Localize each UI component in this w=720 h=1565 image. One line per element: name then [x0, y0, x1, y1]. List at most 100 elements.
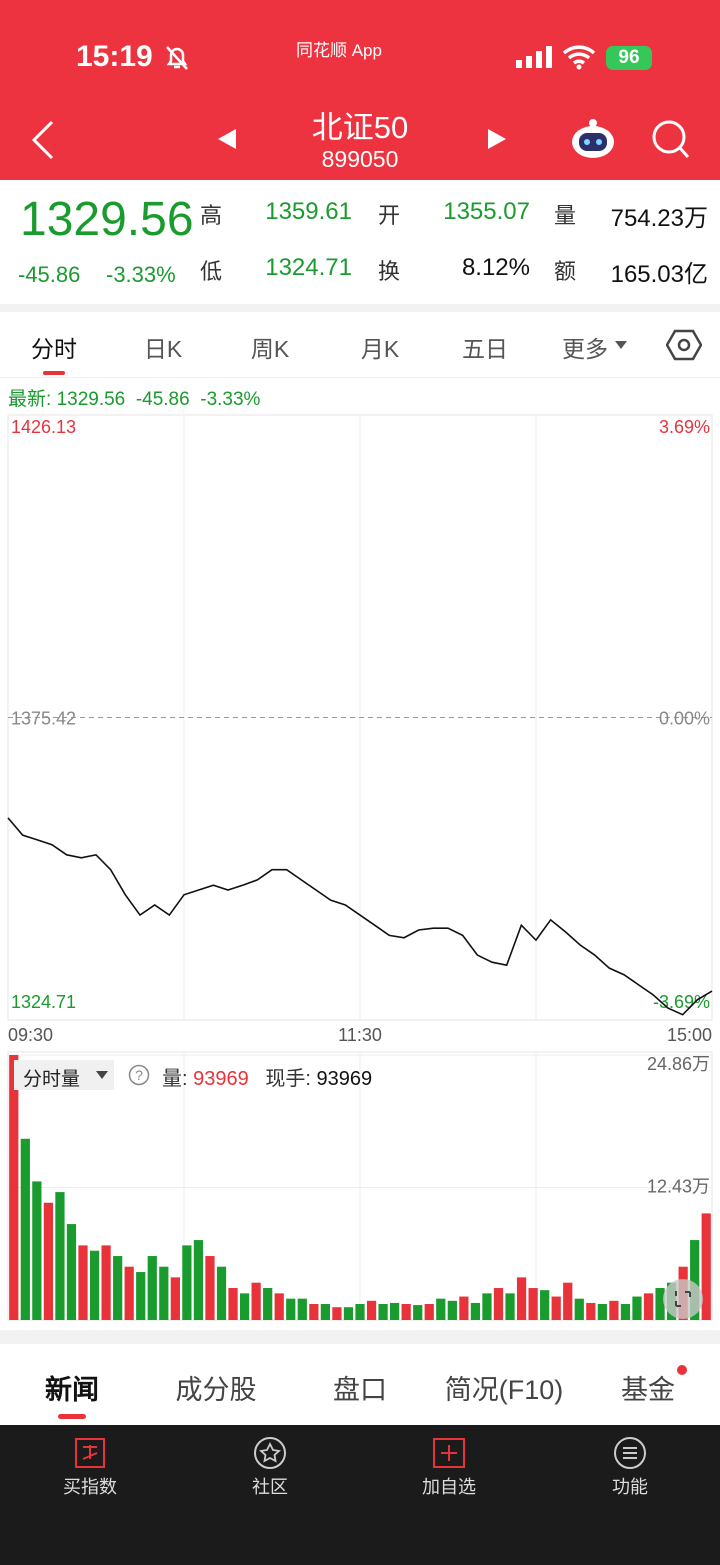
prev-button[interactable]	[216, 128, 238, 150]
volume-bar	[482, 1293, 492, 1320]
price: 1329.56	[20, 193, 194, 246]
vol-selector[interactable]: 分时量	[14, 1060, 114, 1090]
robot-icon[interactable]	[570, 118, 616, 160]
volume-bar	[390, 1302, 400, 1320]
nav-label[interactable]: 加自选	[422, 1477, 476, 1497]
volume-bar	[655, 1288, 665, 1320]
buy-icon[interactable]	[74, 1437, 106, 1469]
settings-button[interactable]	[666, 328, 702, 362]
volume-bar	[632, 1296, 642, 1320]
dropdown-arrow	[615, 341, 627, 349]
news-tab[interactable]: 盘口	[333, 1375, 387, 1405]
volume-bar	[170, 1277, 180, 1320]
volume-bar	[401, 1304, 411, 1320]
help-icon[interactable]: ?	[128, 1064, 150, 1086]
volume-bar	[447, 1300, 457, 1320]
community-icon[interactable]	[252, 1435, 288, 1471]
tab-active[interactable]: 分时	[31, 336, 77, 362]
nav-label[interactable]: 买指数	[63, 1477, 117, 1497]
volume-bar	[355, 1304, 365, 1320]
menu-icon[interactable]	[612, 1435, 648, 1471]
volume-bar	[332, 1307, 342, 1320]
volume-bar	[586, 1302, 596, 1320]
latest-price: 1329.56	[56, 389, 126, 410]
fullscreen-button[interactable]	[662, 1278, 704, 1320]
stat-label: 量	[554, 203, 577, 228]
volume-bar	[620, 1304, 631, 1320]
badge-dot	[677, 1365, 687, 1375]
wifi-icon	[562, 45, 596, 70]
search-button[interactable]	[652, 120, 690, 160]
tab-indicator	[58, 1414, 86, 1419]
volume-bar	[320, 1304, 330, 1320]
volume-bar	[147, 1256, 157, 1320]
divider	[0, 1330, 720, 1344]
latest-line: 最新: 1329.56 -45.86 -3.33%	[8, 384, 260, 411]
next-button[interactable]	[486, 128, 508, 150]
latest-pct: -3.33%	[200, 389, 261, 410]
volume-bar	[113, 1256, 123, 1320]
y-tick-label: 12.43万	[647, 1177, 710, 1197]
volume-bar	[274, 1293, 284, 1320]
change: -45.86	[18, 262, 81, 287]
tab[interactable]: 月K	[360, 336, 400, 362]
stat-label: 换	[378, 259, 401, 284]
volume-bar	[551, 1296, 561, 1320]
volume-bar	[89, 1250, 100, 1320]
vol-info: 量: 93969 现手: 93969	[162, 1062, 372, 1091]
y-tick-label: 1324.71	[11, 992, 76, 1012]
tab[interactable]: 五日	[462, 336, 508, 362]
header-bar: 15:19 同花顺 App 96 北证50 899050	[0, 0, 720, 180]
battery: 96	[606, 46, 652, 70]
stock-code: 899050	[321, 146, 399, 172]
volume-bar	[493, 1288, 504, 1320]
tab[interactable]: 周K	[250, 336, 290, 362]
news-tab[interactable]: 成分股	[175, 1375, 257, 1405]
news-tab[interactable]: 简况(F10)	[444, 1375, 564, 1405]
volume-bar	[597, 1304, 607, 1320]
x-tick-label: 09:30	[8, 1025, 53, 1045]
volume-bar	[574, 1298, 584, 1320]
nav-label[interactable]: 功能	[612, 1477, 648, 1497]
volume-bar	[424, 1304, 434, 1320]
volume-bar	[182, 1245, 192, 1320]
volume-bar	[205, 1256, 215, 1320]
volume-bar	[701, 1213, 711, 1320]
volume-bar	[136, 1272, 146, 1320]
vol-label: 量:	[162, 1068, 188, 1090]
y2-tick-label: 3.69%	[659, 417, 710, 437]
tab-indicator	[43, 371, 65, 375]
volume-bar	[66, 1224, 77, 1320]
stat-label: 额	[554, 259, 577, 284]
news-tab[interactable]: 基金	[621, 1375, 675, 1405]
volume-bar	[193, 1240, 204, 1320]
latest-label: 最新:	[8, 389, 52, 410]
stat-value: 1324.71	[265, 254, 352, 281]
volume-bar	[309, 1304, 319, 1320]
stat-label: 开	[378, 203, 401, 228]
news-tab-active[interactable]: 新闻	[45, 1375, 99, 1405]
volume-bar	[297, 1298, 307, 1320]
volume-bar	[540, 1290, 550, 1320]
volume-bar	[20, 1138, 30, 1320]
y-tick-label: 1375.42	[11, 709, 76, 729]
tab-more[interactable]: 更多	[562, 336, 608, 362]
price-line	[7, 817, 713, 1016]
app-name: 同花顺 App	[296, 41, 382, 60]
nav-label[interactable]: 社区	[252, 1477, 288, 1497]
hand-value: 93969	[316, 1068, 373, 1090]
stat-value: 754.23万	[610, 205, 708, 232]
tab[interactable]: 日K	[143, 336, 183, 362]
volume-bar	[643, 1293, 654, 1320]
back-button[interactable]	[30, 120, 56, 160]
volume-bar	[563, 1282, 573, 1320]
signal-icon	[516, 46, 552, 68]
stat-value: 165.03亿	[610, 261, 708, 288]
volume-bar	[228, 1288, 238, 1320]
change-pct: -3.33%	[106, 262, 176, 287]
stock-name: 北证50	[311, 110, 409, 145]
add-icon[interactable]	[432, 1437, 466, 1469]
volume-bar	[413, 1305, 423, 1320]
stat-label: 低	[200, 259, 223, 284]
